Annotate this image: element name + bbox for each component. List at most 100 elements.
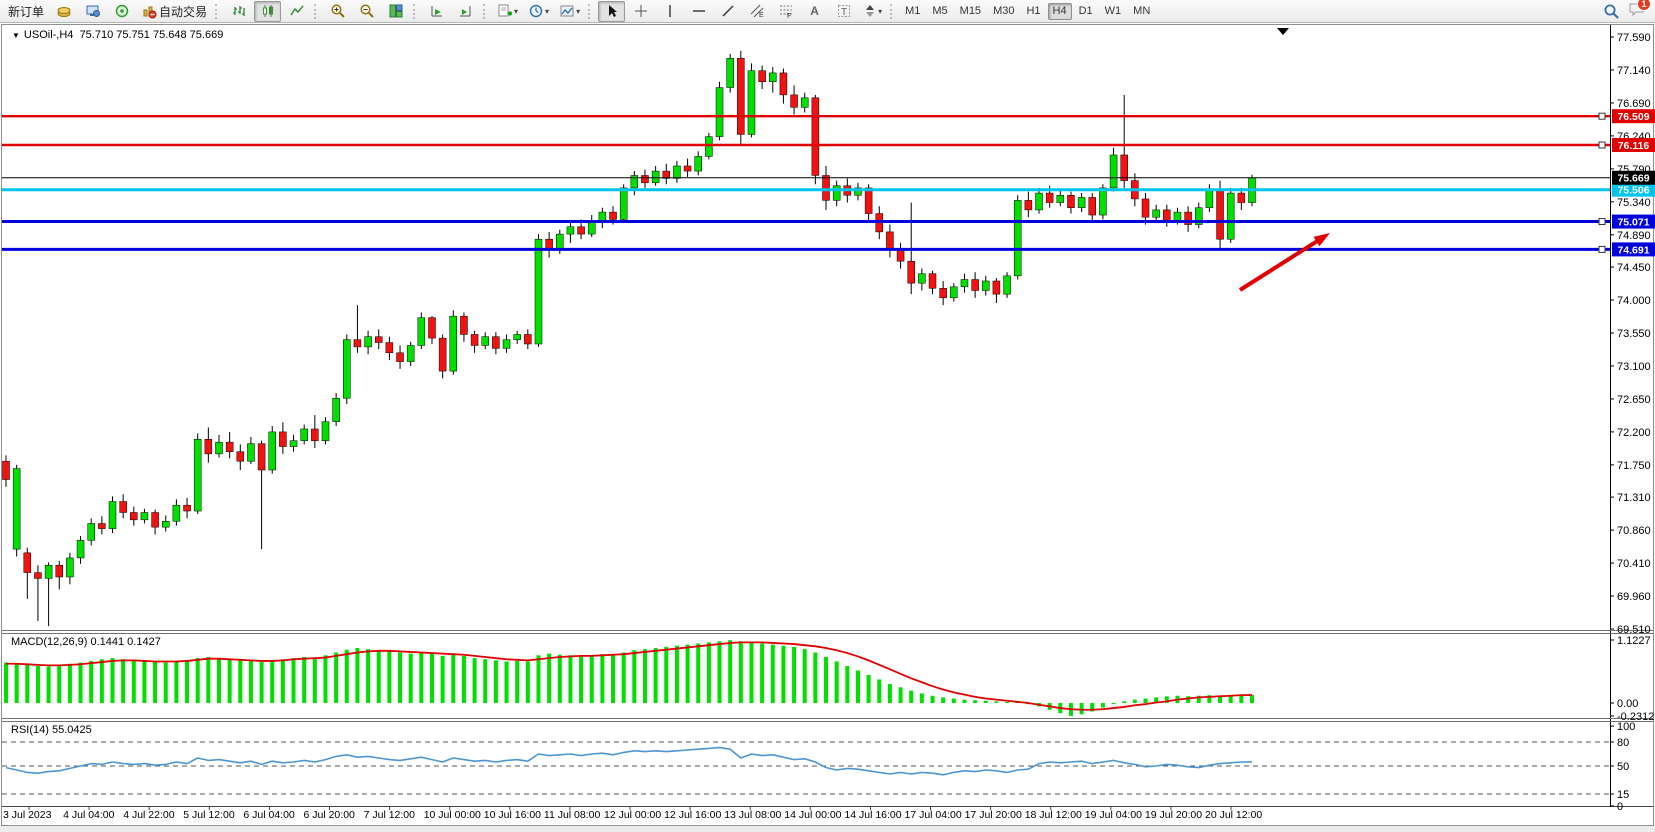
svg-text:76.116: 76.116: [1618, 140, 1650, 152]
tile-windows-icon[interactable]: [382, 1, 409, 22]
timeframe-toolbar: M1 M5 M15 M30 H1 H4 D1 W1 MN: [899, 2, 1156, 20]
line-chart-icon[interactable]: [283, 1, 310, 22]
timeframe-D1[interactable]: D1: [1074, 3, 1098, 20]
vertical-line-icon[interactable]: [656, 1, 683, 22]
chart-ohlc-values: 75.710 75.751 75.648 75.669: [79, 29, 224, 41]
toolbar-grip: [413, 3, 418, 19]
svg-text:50: 50: [1617, 761, 1629, 773]
annotation-arrow: [1238, 239, 1318, 292]
bar-chart-icon[interactable]: [225, 1, 252, 22]
rsi-indicator: 100 80 50 150: [2, 721, 1635, 813]
svg-text:14 Jul 16:00: 14 Jul 16:00: [844, 809, 901, 821]
cursor-icon[interactable]: [598, 0, 626, 22]
auto-scroll-icon[interactable]: [423, 1, 450, 22]
chart-shift-icon[interactable]: [452, 1, 479, 22]
crosshair-icon[interactable]: [627, 1, 654, 22]
svg-text:72.200: 72.200: [1617, 427, 1651, 439]
expert-coins-icon[interactable]: [50, 1, 77, 22]
svg-text:0.00: 0.00: [1617, 698, 1638, 710]
svg-text:13 Jul 08:00: 13 Jul 08:00: [724, 809, 781, 821]
trendline-icon[interactable]: [714, 1, 741, 22]
chevron-down-icon: ▾: [576, 6, 581, 16]
timeframe-M15[interactable]: M15: [955, 3, 986, 20]
svg-text:3 Jul 2023: 3 Jul 2023: [3, 809, 52, 821]
candlestick-chart-icon[interactable]: [254, 0, 282, 22]
timeframe-H4[interactable]: H4: [1047, 2, 1072, 20]
svg-text:6 Jul 20:00: 6 Jul 20:00: [304, 809, 356, 821]
svg-text:77.140: 77.140: [1617, 65, 1651, 77]
svg-text:7 Jul 12:00: 7 Jul 12:00: [364, 809, 416, 821]
toolbar-right-tools: 1: [1597, 0, 1652, 22]
svg-text:72.650: 72.650: [1617, 394, 1651, 406]
equidistant-channel-icon[interactable]: E: [743, 1, 770, 22]
svg-text:5 Jul 12:00: 5 Jul 12:00: [183, 809, 235, 821]
svg-text:76.509: 76.509: [1617, 111, 1649, 123]
svg-text:69.510: 69.510: [1617, 624, 1651, 636]
timeframe-H1[interactable]: H1: [1021, 3, 1045, 20]
chevron-down-icon: ▾: [878, 6, 883, 16]
autotrading-button[interactable]: 自动交易: [137, 2, 211, 21]
notifications-button[interactable]: 1: [1628, 0, 1651, 22]
chart-collapse-icon[interactable]: ▼: [12, 31, 20, 40]
svg-text:6 Jul 04:00: 6 Jul 04:00: [243, 809, 295, 821]
svg-text:77.590: 77.590: [1617, 32, 1651, 44]
timeframe-W1[interactable]: W1: [1100, 3, 1127, 20]
svg-text:19 Jul 04:00: 19 Jul 04:00: [1085, 809, 1142, 821]
svg-text:E: E: [759, 12, 764, 19]
text-label-icon[interactable]: T: [830, 1, 857, 22]
svg-text:4 Jul 22:00: 4 Jul 22:00: [123, 809, 175, 821]
annotation-arrow-head: [1313, 233, 1330, 247]
text-icon[interactable]: A: [810, 4, 819, 18]
svg-text:74.450: 74.450: [1617, 262, 1651, 274]
svg-text:12 Jul 00:00: 12 Jul 00:00: [604, 809, 661, 821]
svg-text:T: T: [841, 7, 847, 18]
main-toolbar: 新订单 自动交易 ▾ ▾ ▾: [0, 0, 1655, 23]
svg-text:75.669: 75.669: [1617, 173, 1649, 185]
svg-text:75.340: 75.340: [1617, 197, 1651, 209]
fibonacci-icon[interactable]: F: [772, 1, 799, 22]
toolbar-grip: [215, 3, 220, 19]
toolbar-grip: [588, 3, 593, 19]
svg-text:75.506: 75.506: [1617, 185, 1649, 197]
price-axis: 77.59077.14076.69076.24075.79075.34074.8…: [1610, 32, 1651, 636]
zoom-in-icon[interactable]: [324, 1, 351, 22]
toolbar-grip: [483, 3, 488, 19]
notification-badge: 1: [1637, 0, 1651, 11]
svg-text:75.071: 75.071: [1617, 217, 1649, 229]
svg-text:12 Jul 16:00: 12 Jul 16:00: [664, 809, 721, 821]
timeframe-M30[interactable]: M30: [988, 3, 1019, 20]
zoom-out-icon[interactable]: [353, 1, 380, 22]
svg-text:14 Jul 00:00: 14 Jul 00:00: [784, 809, 841, 821]
svg-text:10 Jul 00:00: 10 Jul 00:00: [424, 809, 481, 821]
svg-text:19 Jul 20:00: 19 Jul 20:00: [1145, 809, 1202, 821]
svg-text:11 Jul 08:00: 11 Jul 08:00: [544, 809, 601, 821]
svg-text:4 Jul 04:00: 4 Jul 04:00: [63, 809, 115, 821]
horizontal-line-icon[interactable]: [685, 1, 712, 22]
candles: [2, 50, 1256, 627]
arrows-shapes-icon[interactable]: ▾: [859, 1, 886, 22]
terminal-icon[interactable]: [79, 1, 106, 22]
svg-text:70.410: 70.410: [1617, 558, 1651, 570]
svg-text:69.960: 69.960: [1617, 591, 1651, 603]
new-order-button[interactable]: 新订单: [4, 2, 48, 21]
timeframe-M1[interactable]: M1: [900, 3, 925, 20]
signal-icon[interactable]: [108, 1, 135, 22]
period-clock-icon[interactable]: ▾: [524, 1, 553, 22]
rsi-label: RSI(14) 55.0425: [11, 724, 92, 736]
svg-text:10 Jul 16:00: 10 Jul 16:00: [484, 809, 541, 821]
timeframe-M5[interactable]: M5: [927, 3, 952, 20]
svg-text:18 Jul 12:00: 18 Jul 12:00: [1025, 809, 1082, 821]
macd-indicator: 1.1227 0.00-0.2312: [4, 635, 1654, 723]
svg-text:17 Jul 04:00: 17 Jul 04:00: [905, 809, 962, 821]
indicators-add-icon[interactable]: ▾: [493, 1, 522, 22]
svg-text:17 Jul 20:00: 17 Jul 20:00: [965, 809, 1022, 821]
svg-text:73.550: 73.550: [1617, 328, 1651, 340]
svg-text:76.690: 76.690: [1617, 98, 1651, 110]
svg-text:74.000: 74.000: [1617, 295, 1651, 307]
svg-text:-0.2312: -0.2312: [1617, 711, 1654, 723]
chart-title-bar: ▼ USOil-,H4 75.710 75.751 75.648 75.669: [12, 29, 223, 41]
search-icon[interactable]: [1598, 1, 1625, 22]
template-icon[interactable]: ▾: [555, 1, 584, 22]
timeframe-MN[interactable]: MN: [1128, 3, 1155, 20]
